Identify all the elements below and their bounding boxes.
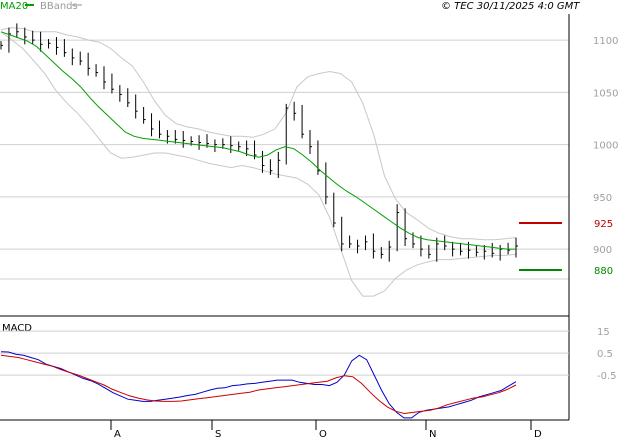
bbands-legend-swatch	[72, 4, 82, 6]
bb-lower-line	[0, 31, 517, 297]
resistance-level-label: 925	[594, 219, 613, 230]
macd-tick-label: -0.5	[597, 371, 617, 382]
month-tick-label: S	[215, 429, 221, 440]
month-tick-label: O	[319, 429, 327, 440]
price-bars	[0, 23, 518, 262]
bollinger-bands	[0, 27, 517, 297]
month-tick-label: A	[114, 429, 121, 440]
price-tick-label: 1100	[593, 36, 618, 47]
ma-legend-swatch	[25, 4, 34, 6]
price-levels: 925 880	[519, 219, 613, 277]
macd-panel-title: MACD	[2, 323, 32, 334]
macd-polyline	[0, 351, 517, 419]
bb-upper-line	[0, 27, 517, 241]
macd-lines	[0, 351, 517, 419]
copyright-label: © TEC 30/11/2025 4:0 GMT	[441, 1, 580, 12]
macd-axis-labels: 15 0.5 -0.5	[597, 327, 617, 382]
price-tick-label: 1050	[593, 88, 618, 99]
price-axis-labels: 1100 1050 1000 950 900	[593, 36, 618, 256]
ma-legend-label: MA20	[0, 1, 28, 12]
price-tick-label: 1000	[593, 141, 618, 152]
macd-gridlines	[0, 330, 569, 376]
bbands-legend-label: BBands	[40, 1, 78, 12]
ma20-polyline	[0, 31, 516, 250]
price-tick-label: 900	[593, 245, 612, 256]
month-tick-label: D	[534, 429, 542, 440]
ma20-line	[0, 31, 516, 250]
month-tick-label: N	[429, 429, 436, 440]
macd-tick-label: 0.5	[597, 349, 613, 360]
support-level-label: 880	[594, 266, 613, 277]
macd-tick-label: 15	[597, 327, 610, 338]
signal-polyline	[0, 354, 517, 415]
price-tick-label: 950	[593, 193, 612, 204]
price-gridlines	[0, 39, 569, 280]
